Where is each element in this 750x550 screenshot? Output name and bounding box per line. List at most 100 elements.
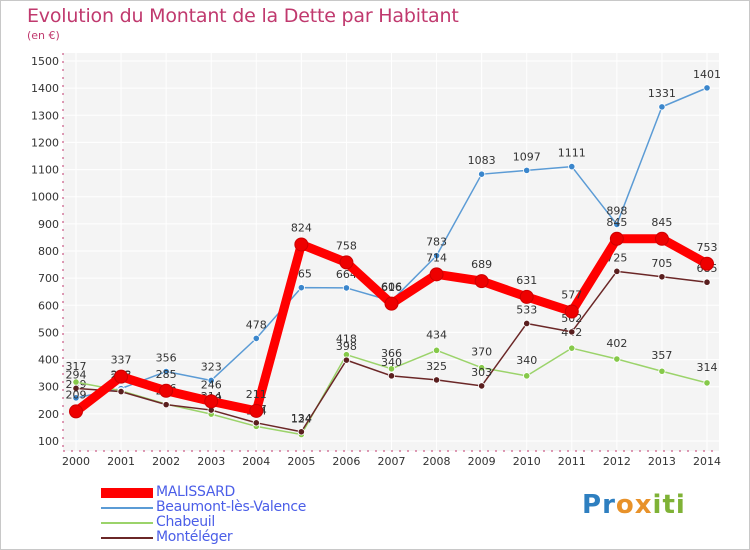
data-point: [342, 284, 351, 292]
data-label: 294: [66, 368, 87, 381]
x-tick-label: 2006: [332, 455, 360, 468]
y-tick-label: 700: [38, 272, 59, 285]
data-label: 317: [66, 360, 87, 373]
data-point: [523, 372, 531, 380]
y-tick-label: 800: [38, 245, 59, 258]
data-point: [478, 382, 486, 390]
data-label: 211: [246, 388, 267, 401]
data-label: 1083: [468, 154, 496, 167]
y-tick-label: 1200: [31, 136, 59, 149]
x-tick-label: 2008: [423, 455, 451, 468]
data-point: [568, 162, 576, 171]
data-point: [387, 372, 396, 380]
data-label: 303: [471, 366, 492, 379]
data-point: [294, 237, 309, 252]
logo-letter: x: [634, 490, 653, 520]
data-label: 577: [561, 289, 582, 302]
data-label: 898: [606, 204, 627, 217]
x-tick-label: 2003: [197, 455, 225, 468]
data-point: [478, 170, 486, 178]
legend-swatch: [101, 522, 153, 524]
y-tick-label: 400: [38, 354, 59, 367]
data-label: 1111: [558, 147, 586, 160]
data-point: [432, 346, 441, 354]
data-point: [252, 419, 260, 427]
data-label: 325: [426, 360, 447, 373]
data-point: [114, 369, 129, 384]
data-label: 134: [291, 412, 312, 425]
data-point: [429, 267, 444, 282]
data-label: 845: [606, 216, 627, 229]
y-tick-label: 1500: [31, 55, 59, 68]
y-tick-label: 300: [38, 381, 59, 394]
x-tick-label: 2011: [558, 455, 586, 468]
data-label: 285: [156, 368, 177, 381]
logo-letter: t: [662, 490, 676, 520]
data-label: 323: [201, 360, 222, 373]
data-label: 246: [201, 378, 222, 391]
data-point: [703, 278, 711, 286]
x-tick-label: 2007: [378, 455, 406, 468]
data-label: 689: [471, 258, 492, 271]
logo-letter: P: [582, 490, 603, 520]
y-tick-label: 200: [38, 408, 59, 421]
data-point: [523, 319, 531, 328]
data-label: 533: [516, 303, 537, 316]
data-label: 631: [516, 274, 537, 287]
data-point: [519, 289, 534, 304]
data-point: [339, 255, 354, 270]
data-label: 616: [381, 281, 402, 294]
chart-unit: (en €): [27, 29, 60, 42]
data-point: [69, 404, 83, 419]
data-point: [387, 365, 396, 373]
x-tick-label: 2004: [242, 455, 270, 468]
data-point: [658, 103, 666, 111]
legend-swatch: [101, 537, 153, 539]
y-tick-label: 1300: [31, 109, 59, 122]
x-tick-label: 2001: [107, 455, 135, 468]
x-tick-label: 2012: [603, 455, 631, 468]
chart-title: Evolution du Montant de la Dette par Hab…: [27, 5, 459, 27]
data-point: [159, 383, 174, 398]
logo-letter: i: [675, 490, 686, 520]
data-point: [613, 355, 621, 363]
data-label: 340: [516, 354, 537, 367]
data-label: 340: [381, 356, 402, 369]
data-label: 758: [336, 239, 357, 252]
data-label: 714: [426, 251, 447, 264]
data-point: [342, 356, 351, 364]
data-label: 370: [471, 346, 492, 359]
data-label: 783: [426, 236, 447, 249]
data-point: [478, 364, 486, 372]
data-point: [72, 394, 80, 402]
legend-label: Beaumont-lès-Valence: [156, 499, 307, 515]
data-label: 606: [381, 281, 402, 294]
data-point: [568, 344, 576, 352]
data-label: 357: [651, 349, 672, 362]
data-label: 398: [336, 340, 357, 353]
data-point: [613, 267, 621, 275]
data-point: [249, 403, 264, 418]
data-point: [703, 379, 711, 387]
data-point: [72, 384, 80, 392]
data-point: [297, 428, 305, 436]
data-point: [658, 367, 666, 375]
data-point: [204, 394, 219, 409]
data-label: 753: [697, 241, 718, 254]
data-label: 705: [651, 257, 672, 270]
y-tick-label: 100: [38, 435, 59, 448]
x-tick-label: 2014: [693, 455, 721, 468]
data-point: [297, 284, 305, 292]
y-tick-label: 500: [38, 326, 59, 339]
data-point: [252, 334, 260, 342]
y-tick-label: 1100: [31, 164, 59, 177]
data-point: [384, 296, 399, 311]
data-label: 845: [651, 216, 672, 229]
data-label: 418: [336, 333, 357, 346]
data-label: 1097: [513, 150, 541, 163]
data-point: [474, 274, 489, 289]
logo-letter: i: [652, 490, 663, 520]
data-point: [613, 220, 621, 228]
